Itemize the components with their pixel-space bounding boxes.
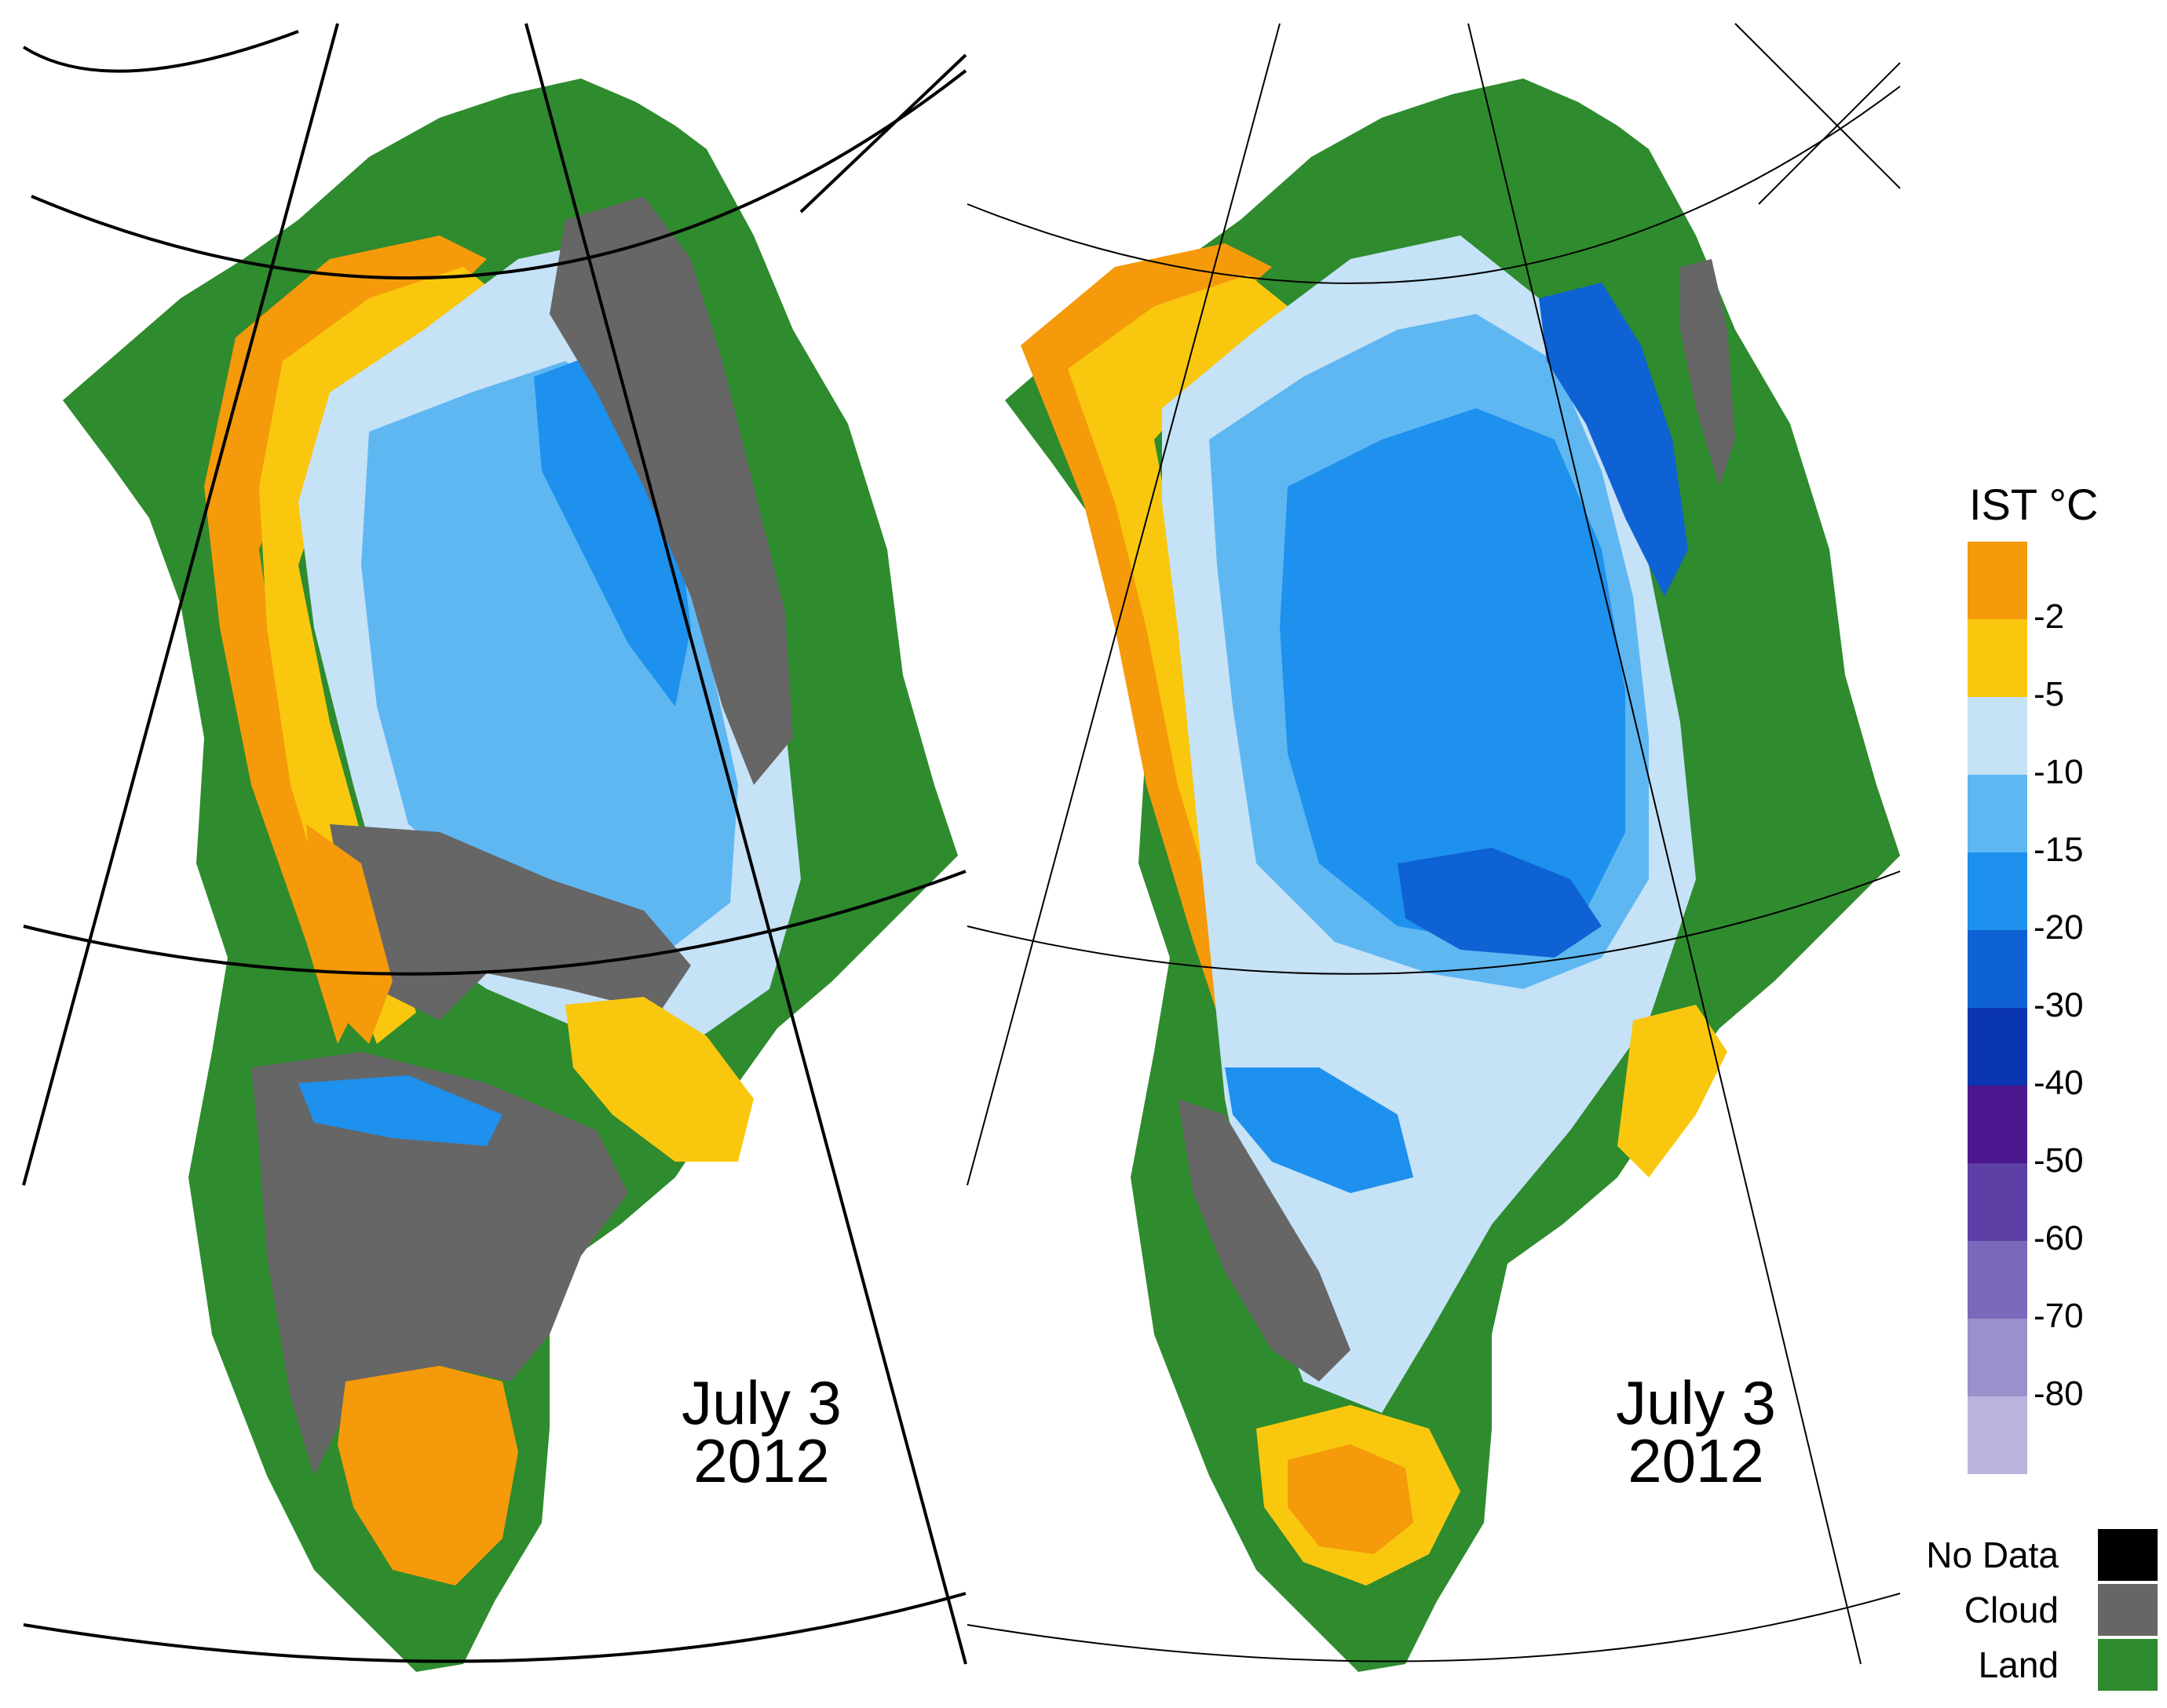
right-date-line2: 2012 [1628, 1426, 1764, 1495]
legend-tick-label: -60 [2034, 1219, 2084, 1257]
legend-tick-label: -30 [2034, 986, 2084, 1024]
left-map-date-label: July 3 2012 [660, 1368, 864, 1495]
legend-ramp-box [1968, 542, 2027, 619]
legend-ramp-box [1968, 697, 2027, 775]
legend-tick-label: -70 [2034, 1297, 2084, 1335]
left-orange-south [338, 1366, 518, 1586]
left-date-line1: July 3 [682, 1368, 842, 1437]
left-cloud-south [251, 1052, 628, 1476]
legend-tick-label: -50 [2034, 1141, 2084, 1180]
legend-tick-label: -10 [2034, 753, 2084, 791]
right-darkblue-south [1398, 848, 1602, 958]
legend-ramp-box [1968, 619, 2027, 697]
legend-category-label: No Data [1926, 1535, 2059, 1575]
right-orange-south [1288, 1444, 1413, 1554]
legend-ramp-box [1968, 852, 2027, 930]
right-yellow-east [1617, 1005, 1727, 1177]
right-cloud-southwest [1178, 1099, 1350, 1381]
legend-category-swatch [2098, 1529, 2158, 1581]
left-graticule [22, 23, 967, 1665]
legend-tick-label: -15 [2034, 830, 2084, 869]
legend-ramp-box [1968, 1319, 2027, 1396]
legend-category-label: Cloud [1964, 1589, 2059, 1630]
right-map-date-label: July 3 2012 [1594, 1368, 1798, 1495]
legend-ramp-box [1968, 1163, 2027, 1241]
legend-category-swatch [2098, 1584, 2158, 1636]
legend-category-label: Land [1978, 1644, 2059, 1685]
legend-ramp-box [1968, 1241, 2027, 1319]
legend-ramp-box [1968, 1396, 2027, 1474]
legend-tick-label: -40 [2034, 1064, 2084, 1102]
left-yellow-southeast [565, 997, 754, 1162]
legend-tick-label: -5 [2034, 675, 2065, 713]
legend-ramp-box [1968, 1008, 2027, 1086]
right-graticule [967, 23, 1901, 1665]
right-blue-southwest [1225, 1068, 1413, 1193]
legend-tick-label: -80 [2034, 1374, 2084, 1413]
legend-tick-label: -20 [2034, 908, 2084, 947]
legend-title: IST °C [1969, 480, 2099, 529]
right-darkblue-ice [1539, 283, 1688, 597]
right-blue-ice [1280, 408, 1625, 942]
right-date-line1: July 3 [1616, 1368, 1776, 1437]
left-cloud-central [330, 824, 691, 1020]
left-orange-coast-mid [306, 824, 393, 1044]
legend-category-swatch [2098, 1639, 2158, 1691]
right-cloud-east [1680, 259, 1735, 487]
left-blue-south [298, 1075, 502, 1146]
legend-ramp-box [1968, 775, 2027, 852]
legend-tick-label: -2 [2034, 597, 2065, 636]
left-map [22, 23, 967, 1672]
right-map [967, 23, 1901, 1672]
legend-ramp-box [1968, 930, 2027, 1008]
legend-ramp-box [1968, 1086, 2027, 1163]
left-date-line2: 2012 [693, 1426, 830, 1495]
